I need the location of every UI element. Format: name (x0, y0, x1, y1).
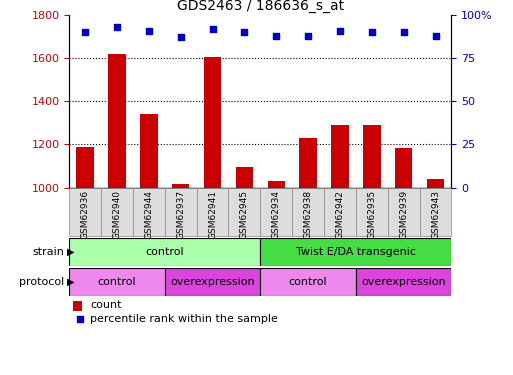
Text: GSM62945: GSM62945 (240, 190, 249, 239)
Text: strain: strain (32, 247, 64, 257)
Bar (101, 188, 133, 236)
Text: GSM62938: GSM62938 (304, 190, 312, 239)
Text: GSM62939: GSM62939 (399, 190, 408, 239)
Text: control: control (97, 277, 136, 287)
Bar (420, 188, 451, 236)
Bar (261, 268, 356, 296)
Title: GDS2463 / 186636_s_at: GDS2463 / 186636_s_at (177, 0, 344, 13)
Text: GSM62936: GSM62936 (81, 190, 90, 239)
Point (145, 27, 153, 33)
Text: Twist E/DA transgenic: Twist E/DA transgenic (296, 247, 416, 257)
Point (304, 33, 312, 39)
Bar (165, 188, 196, 236)
Bar (69, 268, 165, 296)
Bar (427, 179, 444, 188)
Bar (235, 167, 253, 188)
Text: overexpression: overexpression (170, 277, 255, 287)
Text: overexpression: overexpression (361, 277, 446, 287)
Bar (196, 188, 228, 236)
Point (272, 33, 281, 39)
Bar (324, 188, 356, 236)
Text: GSM62942: GSM62942 (336, 190, 344, 239)
Bar (261, 188, 292, 236)
Text: GSM62937: GSM62937 (176, 190, 185, 239)
Text: control: control (289, 277, 327, 287)
Point (368, 29, 376, 35)
Bar (69, 188, 101, 236)
Bar (331, 125, 349, 188)
Bar (140, 114, 157, 188)
Text: ▶: ▶ (67, 247, 74, 257)
Bar (363, 125, 381, 188)
Point (400, 29, 408, 35)
Text: GSM62943: GSM62943 (431, 190, 440, 239)
Text: GSM62935: GSM62935 (367, 190, 377, 239)
Bar (356, 268, 451, 296)
Bar (108, 54, 126, 188)
Text: control: control (146, 247, 184, 257)
Point (208, 26, 216, 32)
Bar (73, 301, 82, 311)
Bar (204, 57, 221, 188)
Point (336, 27, 344, 33)
Bar (300, 138, 317, 188)
Bar (133, 188, 165, 236)
Bar (267, 181, 285, 188)
Bar (388, 188, 420, 236)
Text: GSM62940: GSM62940 (112, 190, 122, 239)
Bar (356, 188, 388, 236)
Bar (172, 184, 189, 188)
Text: ▶: ▶ (67, 277, 74, 287)
Point (176, 34, 185, 40)
Bar (69, 238, 261, 266)
Bar (165, 268, 261, 296)
Bar (261, 238, 451, 266)
Point (240, 29, 248, 35)
Text: percentile rank within the sample: percentile rank within the sample (90, 314, 278, 324)
Bar (292, 188, 324, 236)
Bar (395, 148, 412, 188)
Text: protocol: protocol (19, 277, 64, 287)
Text: GSM62944: GSM62944 (144, 190, 153, 239)
Point (431, 33, 440, 39)
Point (113, 24, 121, 30)
Bar (228, 188, 261, 236)
Text: GSM62941: GSM62941 (208, 190, 217, 239)
Point (81, 29, 89, 35)
Point (76, 316, 84, 322)
Text: GSM62934: GSM62934 (272, 190, 281, 239)
Bar (76, 147, 94, 188)
Text: count: count (90, 300, 122, 310)
